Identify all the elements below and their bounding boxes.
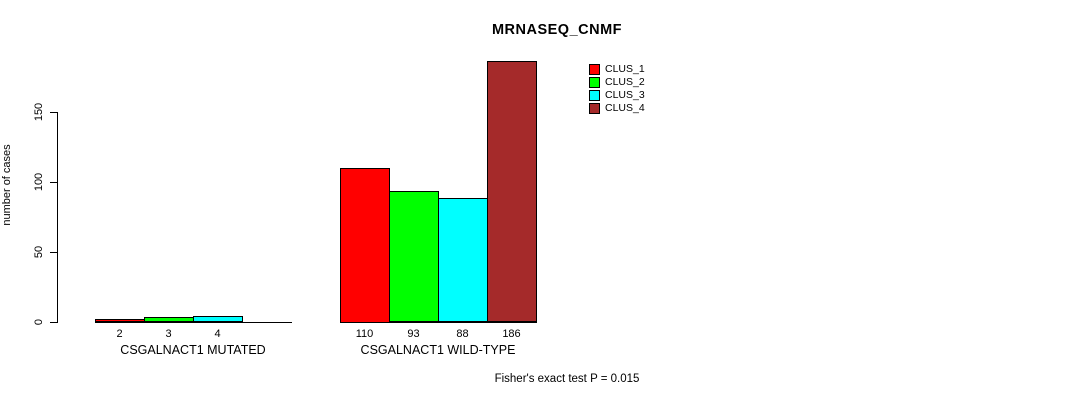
fisher-test-annotation: Fisher's exact test P = 0.015	[494, 373, 640, 385]
y-tick-mark	[50, 251, 57, 253]
bar-value-label: 88	[456, 328, 469, 340]
legend: CLUS_1 CLUS_2 CLUS_3 CLUS_4	[589, 63, 645, 115]
legend-item-clus_1: CLUS_1	[589, 63, 645, 76]
legend-item-clus_2: CLUS_2	[589, 76, 645, 89]
legend-swatch-icon	[589, 90, 600, 101]
legend-label: CLUS_3	[605, 89, 645, 101]
bar-clus_1	[340, 167, 390, 323]
y-tick-mark	[50, 111, 57, 113]
bar-clus_3	[193, 315, 243, 323]
y-tick-label: 100	[33, 172, 45, 191]
legend-swatch-icon	[589, 64, 600, 75]
bar-clus_2	[389, 191, 439, 323]
bar-clus_4	[487, 61, 537, 323]
legend-label: CLUS_1	[605, 63, 645, 75]
legend-item-clus_3: CLUS_3	[589, 89, 645, 102]
bar-value-label: 93	[407, 328, 420, 340]
bar-clus_1	[95, 318, 145, 323]
y-tick-mark	[50, 181, 57, 183]
bar-clus_3	[438, 198, 488, 323]
y-axis-line	[57, 111, 58, 323]
legend-swatch-icon	[589, 103, 600, 114]
legend-label: CLUS_2	[605, 76, 645, 88]
x-group-label: CSGALNACT1 MUTATED	[120, 343, 266, 357]
x-group-label: CSGALNACT1 WILD-TYPE	[360, 343, 516, 357]
y-tick-label: 0	[33, 318, 45, 325]
legend-label: CLUS_4	[605, 102, 645, 114]
bar-value-label: 186	[502, 328, 521, 340]
y-axis-title: number of cases	[1, 144, 13, 226]
y-tick-label: 150	[33, 102, 45, 121]
bar-clus_2	[144, 317, 194, 323]
bar-value-label: 2	[116, 328, 123, 340]
y-tick-label: 50	[33, 245, 45, 258]
bar-value-label: 110	[355, 328, 374, 340]
chart-title: MRNASEQ_CNMF	[491, 22, 623, 38]
bar-value-label: 4	[214, 328, 221, 340]
legend-swatch-icon	[589, 77, 600, 88]
legend-item-clus_4: CLUS_4	[589, 102, 645, 115]
bar-value-label: 3	[165, 328, 172, 340]
y-tick-mark	[50, 321, 57, 323]
